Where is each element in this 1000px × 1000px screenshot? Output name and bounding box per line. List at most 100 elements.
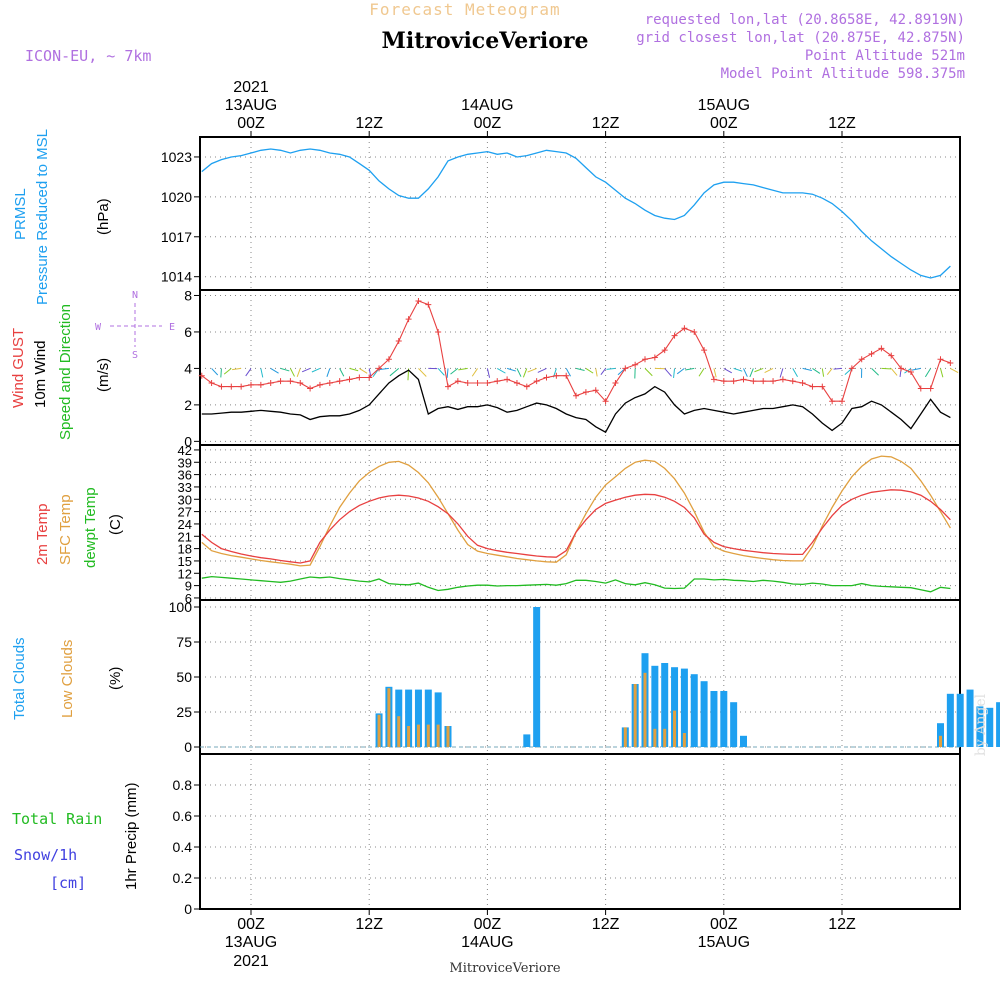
y-tick-label: 39 (178, 455, 192, 470)
closest-coords: grid closest lon,lat (20.875E, 42.875N) (636, 30, 965, 46)
wind-direction-arrow (812, 367, 821, 374)
total-cloud-bar (946, 693, 954, 747)
y-tick-label: 33 (178, 480, 192, 495)
wind-direction-arrow (280, 367, 290, 372)
wind-direction-arrow (450, 368, 459, 375)
compass-south: S (132, 350, 138, 361)
y-tick-label: 1017 (161, 229, 192, 245)
low-cloud-bar (436, 724, 440, 747)
top-date-label: 15AUG (698, 97, 750, 114)
wind-direction-arrow (911, 367, 921, 371)
wind-direction-arrow (792, 368, 798, 377)
top-year-label: 2021 (233, 79, 269, 96)
precip-axis-label: 1hr Precip (mm) (123, 782, 140, 890)
wind-direction-arrow (821, 368, 825, 377)
top-tick-label: 12Z (592, 115, 620, 132)
total-rain-label: Total Rain (12, 810, 102, 828)
wind-direction-arrow (359, 367, 368, 374)
total-cloud-bar (740, 735, 747, 747)
wind-direction-arrow (458, 367, 468, 371)
point-altitude: Point Altitude 521m (805, 48, 965, 64)
y-tick-label: 100 (169, 599, 193, 615)
requested-coords: requested lon,lat (20.8658E, 42.8919N) (645, 12, 965, 28)
total-cloud-bar (700, 681, 708, 747)
y-tick-label: 1023 (161, 149, 192, 165)
y-tick-label: 1020 (161, 189, 192, 205)
clouds-y-axis: 0 25 50 75 100 (169, 599, 960, 755)
total-cloud-bar (937, 723, 944, 747)
bottom-tick-label: 12Z (355, 916, 383, 933)
y-tick-label: 24 (178, 517, 192, 532)
total-cloud-bar (414, 689, 422, 747)
precip-frame (199, 753, 961, 910)
wind-direction-arrow (389, 368, 400, 377)
wind-direction-arrow (296, 368, 301, 377)
bottom-date-label: 15AUG (698, 934, 750, 951)
wind-direction-arrow (270, 367, 279, 374)
y-tick-label: 30 (178, 492, 192, 507)
total-cloud-bar (986, 707, 994, 747)
y-tick-label: 0.2 (173, 870, 193, 886)
wind-direction-arrow (749, 368, 754, 378)
wind-10m-line (201, 369, 951, 434)
temp-sfc-label: SFC Temp (57, 494, 74, 565)
credit-watermark: by Angel (973, 693, 989, 756)
wind-labels: Wind GUST 10m Wind Speed and Direction (… (10, 304, 112, 440)
y-tick-label: 15 (178, 554, 192, 569)
total-cloud-bar (730, 702, 738, 747)
pressure-label-unit: (hPa) (95, 198, 112, 235)
bottom-date-label: 14AUG (461, 934, 513, 951)
wind-direction-arrow (940, 368, 944, 378)
y-tick-label: 27 (178, 505, 192, 520)
low-cloud-bar (387, 688, 391, 747)
y-tick-label: 0.6 (173, 808, 193, 824)
model-altitude: Model Point Altitude 598.375m (721, 66, 965, 82)
wind-direction-arrow (349, 367, 359, 372)
wind-direction-arrow (471, 368, 478, 377)
wind-direction-arrow (779, 368, 784, 378)
low-cloud-bar (397, 716, 401, 747)
wind-direction-arrow (871, 368, 879, 376)
y-tick-label: 0 (184, 739, 192, 755)
wind-direction-arrow (575, 367, 585, 372)
pressure-frame (199, 136, 961, 291)
temp-2m-label: 2m Temp (34, 504, 51, 565)
wind-direction-arrow (698, 368, 705, 377)
low-cloud-bar (633, 684, 637, 747)
total-clouds-label: Total Clouds (11, 637, 28, 720)
wind-direction-arrow (326, 368, 331, 377)
top-tick-label: 00Z (474, 115, 502, 132)
low-cloud-bar (446, 726, 450, 747)
y-tick-label: 4 (184, 360, 192, 376)
wind-direction-arrow (713, 368, 717, 378)
precip-panel: 0 0.2 0.4 0.6 0.8 (173, 753, 961, 917)
top-tick-label: 12Z (355, 115, 383, 132)
temp-2m-line (201, 489, 951, 564)
wind-direction-arrow (676, 368, 685, 375)
temp-dewpt-label: dewpt Temp (82, 487, 99, 568)
temp-unit-label: (C) (107, 514, 124, 535)
wind-direction-arrow (723, 367, 733, 374)
wind-direction-arrow (232, 367, 242, 371)
y-tick-label: 2 (184, 397, 192, 413)
y-tick-label: 42 (178, 443, 192, 458)
wind-direction-arrow (881, 367, 892, 370)
pressure-panel: 1014 1017 1020 1023 (161, 136, 961, 291)
compass-east: E (169, 322, 175, 333)
header-title: MitroviceVeriore (382, 28, 589, 54)
total-cloud-bar (720, 691, 728, 747)
low-cloud-bar (407, 726, 411, 747)
panels: 1014101710201023024686912151821242730333… (161, 136, 1000, 917)
wind-direction-arrow (537, 367, 547, 373)
precip-y-axis: 0 0.2 0.4 0.6 0.8 (173, 777, 960, 917)
pressure-y-axis: 1014 1017 1020 1023 (161, 149, 960, 285)
y-tick-label: 0 (184, 901, 192, 917)
cloud-labels: Total Clouds Low Clouds (%) (11, 637, 124, 720)
wind-direction-arrow (497, 367, 506, 374)
wind-direction-arrow (211, 368, 219, 376)
pressure-labels: PRMSL Pressure Reduced to MSL (hPa) (12, 129, 112, 305)
snow-unit-label: [cm] (50, 874, 86, 892)
wind-direction-arrow (595, 368, 598, 377)
